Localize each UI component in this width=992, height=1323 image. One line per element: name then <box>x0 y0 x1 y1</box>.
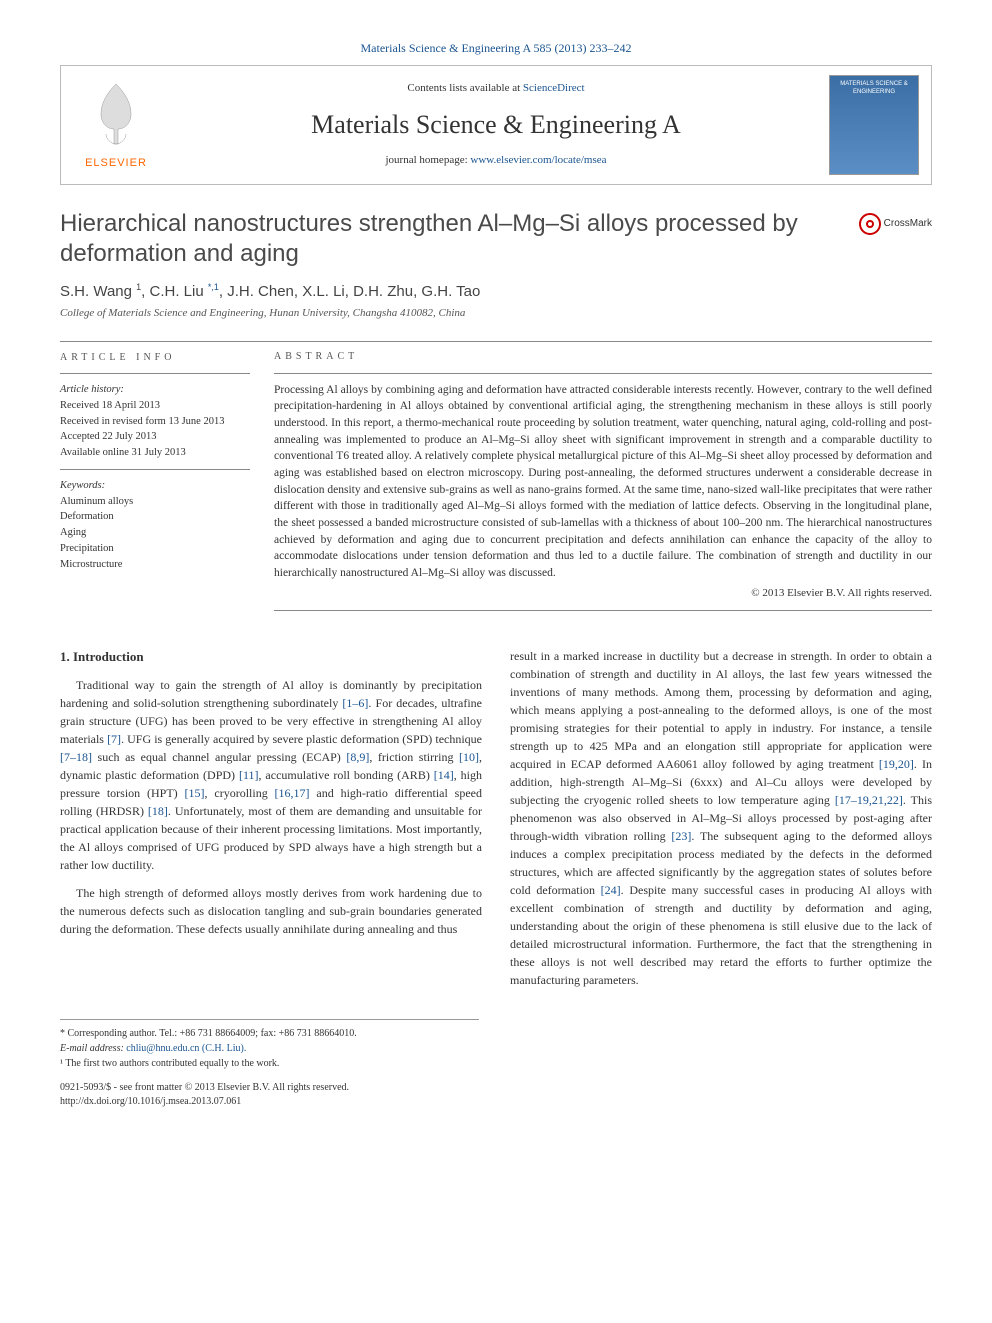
author-note: ¹ The first two authors contributed equa… <box>60 1056 479 1071</box>
article-info: ARTICLE INFO Article history: Received 1… <box>60 350 250 619</box>
received-date: Received 18 April 2013 <box>60 398 250 414</box>
keyword: Microstructure <box>60 557 250 573</box>
article-title: Hierarchical nanostructures strengthen A… <box>60 209 842 269</box>
column-left: 1. Introduction Traditional way to gain … <box>60 647 482 999</box>
column-right: result in a marked increase in ductility… <box>510 647 932 999</box>
history-label: Article history: <box>60 382 250 398</box>
journal-header-box: ELSEVIER Contents lists available at Sci… <box>60 65 932 185</box>
elsevier-tree-icon <box>86 79 146 149</box>
elsevier-logo: ELSEVIER <box>61 71 171 180</box>
keyword: Aluminum alloys <box>60 494 250 510</box>
info-heading: ARTICLE INFO <box>60 350 250 365</box>
cover-label: MATERIALS SCIENCE & ENGINEERING <box>830 76 918 101</box>
contents-prefix: Contents lists available at <box>407 82 522 94</box>
homepage-link[interactable]: www.elsevier.com/locate/msea <box>470 154 606 166</box>
keyword: Deformation <box>60 509 250 525</box>
affiliation: College of Materials Science and Enginee… <box>60 306 932 321</box>
abstract-text: Processing Al alloys by combining aging … <box>274 382 932 582</box>
elsevier-label: ELSEVIER <box>69 156 163 171</box>
crossmark-badge[interactable]: CrossMark <box>842 209 932 236</box>
authors: S.H. Wang 1, C.H. Liu *,1, J.H. Chen, X.… <box>60 281 932 302</box>
keyword: Precipitation <box>60 541 250 557</box>
bottom-metadata: 0921-5093/$ - see front matter © 2013 El… <box>60 1081 932 1109</box>
copyright: © 2013 Elsevier B.V. All rights reserved… <box>274 586 932 602</box>
cover-image: MATERIALS SCIENCE & ENGINEERING <box>829 75 919 175</box>
homepage-line: journal homepage: www.elsevier.com/locat… <box>179 153 813 168</box>
header-citation-link[interactable]: Materials Science & Engineering A 585 (2… <box>361 41 632 55</box>
abstract: ABSTRACT Processing Al alloys by combini… <box>274 350 932 619</box>
cover-thumbnail: MATERIALS SCIENCE & ENGINEERING <box>821 67 931 183</box>
corresponding-author: * Corresponding author. Tel.: +86 731 88… <box>60 1026 479 1041</box>
doi-line: http://dx.doi.org/10.1016/j.msea.2013.07… <box>60 1095 932 1109</box>
paragraph: Traditional way to gain the strength of … <box>60 676 482 874</box>
keywords-label: Keywords: <box>60 478 250 494</box>
email-line: E-mail address: chliu@hnu.edu.cn (C.H. L… <box>60 1041 479 1056</box>
header-citation: Materials Science & Engineering A 585 (2… <box>60 40 932 57</box>
abstract-heading: ABSTRACT <box>274 350 932 365</box>
keyword: Aging <box>60 525 250 541</box>
paragraph: result in a marked increase in ductility… <box>510 647 932 989</box>
issn-line: 0921-5093/$ - see front matter © 2013 El… <box>60 1081 932 1095</box>
footnotes: * Corresponding author. Tel.: +86 731 88… <box>60 1019 479 1071</box>
online-date: Available online 31 July 2013 <box>60 445 250 461</box>
homepage-prefix: journal homepage: <box>385 154 470 166</box>
sciencedirect-link[interactable]: ScienceDirect <box>523 82 585 94</box>
journal-center: Contents lists available at ScienceDirec… <box>171 73 821 176</box>
revised-date: Received in revised form 13 June 2013 <box>60 414 250 430</box>
email-label: E-mail address: <box>60 1043 126 1054</box>
divider <box>60 341 932 342</box>
paragraph: The high strength of deformed alloys mos… <box>60 884 482 938</box>
body-columns: 1. Introduction Traditional way to gain … <box>60 647 932 999</box>
section-title: 1. Introduction <box>60 647 482 667</box>
accepted-date: Accepted 22 July 2013 <box>60 429 250 445</box>
crossmark-label: CrossMark <box>884 217 932 231</box>
journal-name: Materials Science & Engineering A <box>179 107 813 143</box>
crossmark-icon <box>859 213 881 235</box>
email-link[interactable]: chliu@hnu.edu.cn (C.H. Liu). <box>126 1043 246 1054</box>
contents-line: Contents lists available at ScienceDirec… <box>179 81 813 96</box>
